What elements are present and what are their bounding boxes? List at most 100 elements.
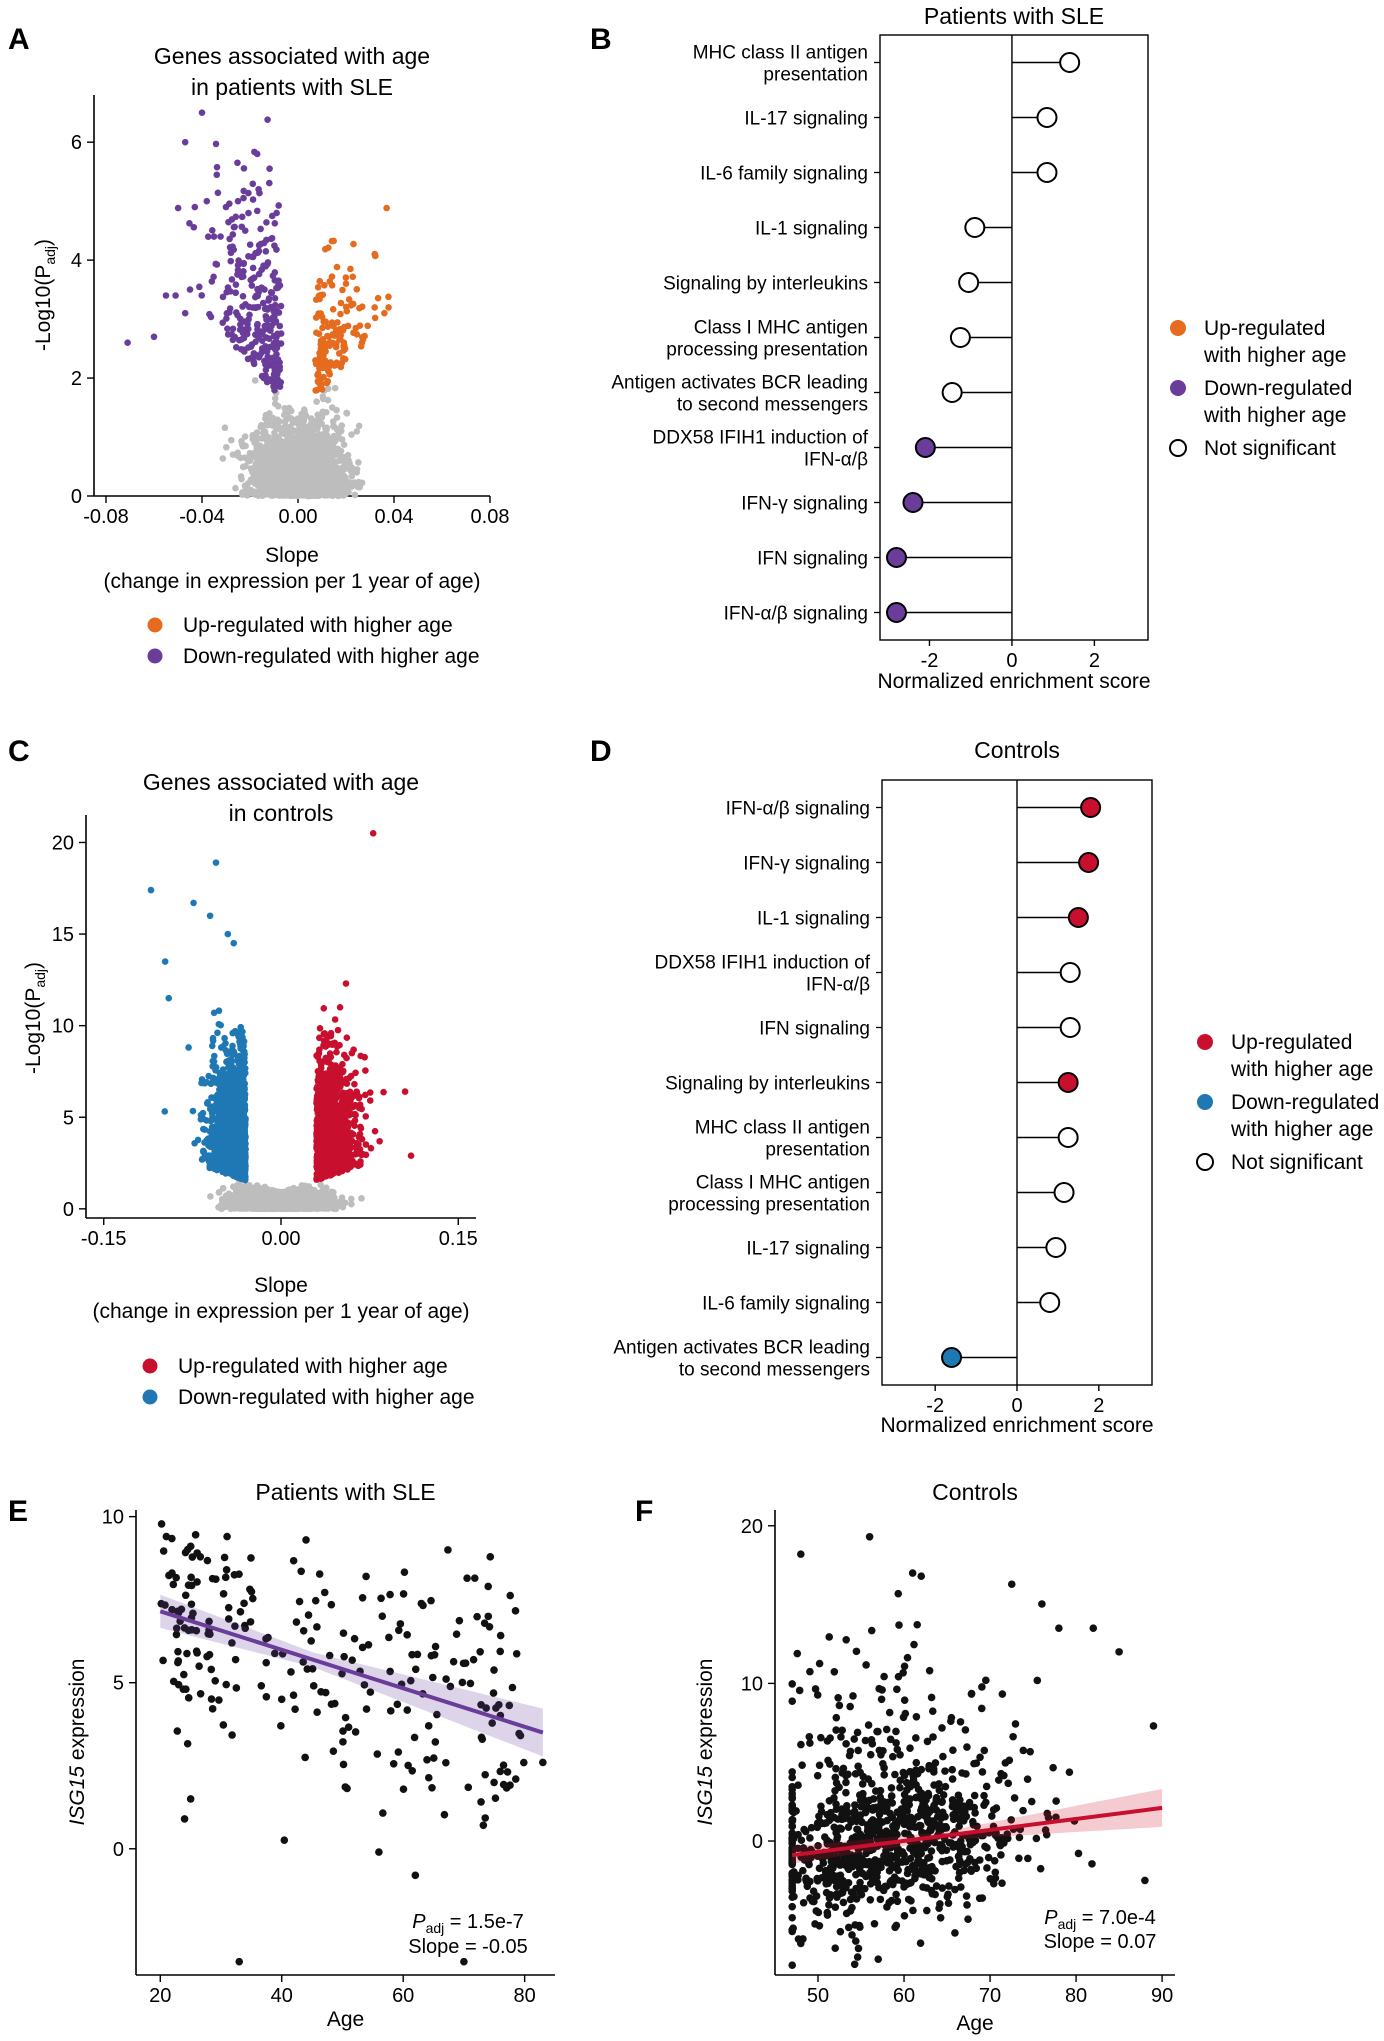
- gene-point: [385, 293, 392, 301]
- gene-point: [323, 487, 331, 495]
- gene-point: [268, 212, 276, 220]
- gene-point: [307, 415, 315, 422]
- gene-point: [150, 333, 158, 341]
- gene-point: [333, 263, 341, 271]
- gene-point: [265, 460, 272, 467]
- gene-point: [358, 339, 366, 347]
- gene-point: [196, 283, 203, 291]
- gene-point: [198, 292, 206, 299]
- gene-point: [331, 384, 339, 392]
- gene-point: [305, 467, 312, 475]
- gene-point: [210, 273, 217, 281]
- gene-point: [262, 248, 270, 255]
- gene-point: [372, 252, 379, 260]
- gene-point: [347, 302, 355, 309]
- gene-point: [162, 292, 170, 299]
- gene-point: [312, 314, 320, 321]
- gene-point: [317, 345, 325, 352]
- gene-point: [302, 424, 310, 431]
- gene-point: [240, 165, 248, 172]
- gene-point: [356, 304, 363, 312]
- gene-point: [323, 470, 331, 477]
- gene-point: [272, 338, 280, 345]
- gene-point: [226, 235, 233, 243]
- gene-point: [247, 276, 255, 284]
- gene-point: [247, 486, 255, 494]
- gene-point: [343, 307, 351, 315]
- gene-point: [252, 293, 259, 301]
- gene-point: [338, 490, 346, 498]
- gene-point: [234, 197, 242, 205]
- gene-point: [351, 491, 359, 499]
- gene-point: [385, 304, 392, 311]
- gene-point: [342, 274, 350, 281]
- gene-point: [309, 432, 316, 440]
- gene-point: [364, 322, 372, 330]
- gene-point: [277, 302, 285, 310]
- panel-label-e: E: [8, 1495, 28, 1528]
- gene-point: [203, 197, 211, 205]
- gene-point: [221, 424, 229, 432]
- gene-point: [274, 460, 282, 467]
- gene-point: [255, 330, 263, 337]
- gene-point: [336, 447, 343, 455]
- gene-point: [262, 433, 270, 441]
- chart-title: in patients with SLE: [191, 74, 393, 100]
- panel-label-d: D: [590, 735, 612, 768]
- gene-point: [263, 219, 270, 226]
- x-tick-label: -0.04: [179, 506, 225, 528]
- x-axis-sublabel: (change in expression per 1 year of age): [103, 570, 480, 593]
- gene-point: [240, 259, 248, 267]
- gene-point: [272, 432, 279, 440]
- gene-point: [264, 259, 272, 266]
- y-tick-label: 2: [71, 368, 82, 390]
- gene-point: [324, 385, 332, 393]
- gene-point: [242, 462, 249, 470]
- y-tick-label: 6: [71, 132, 82, 154]
- gene-point: [272, 318, 280, 325]
- gene-point: [269, 469, 276, 476]
- gene-point: [307, 461, 315, 468]
- gene-point: [355, 422, 363, 430]
- gene-point: [353, 286, 361, 293]
- y-tick-label: 20: [52, 832, 74, 854]
- gene-point: [374, 294, 382, 302]
- gene-point: [347, 265, 354, 273]
- legend-label: Down-regulated with higher age: [183, 645, 480, 668]
- gene-point: [250, 358, 257, 366]
- gene-point: [249, 435, 257, 443]
- gene-point: [282, 492, 290, 499]
- gene-point: [309, 444, 317, 452]
- gene-point: [212, 260, 220, 268]
- gene-point: [337, 310, 344, 318]
- gene-point: [371, 304, 378, 311]
- gene-point: [181, 309, 189, 317]
- gene-point: [383, 204, 390, 212]
- gene-point: [219, 455, 227, 462]
- gene-point: [252, 304, 259, 312]
- gene-point: [355, 478, 363, 486]
- gene-point: [338, 422, 346, 429]
- gene-point: [343, 410, 351, 417]
- gene-point: [248, 253, 256, 261]
- gene-point: [277, 452, 285, 459]
- gene-point: [305, 492, 312, 499]
- gene-point: [298, 410, 305, 418]
- gene-point: [227, 249, 235, 257]
- gene-point: [317, 489, 325, 497]
- gene-point: [322, 408, 330, 416]
- gene-point: [227, 257, 235, 265]
- gene-point: [318, 420, 325, 427]
- gene-point: [348, 464, 355, 471]
- gene-point: [191, 203, 199, 211]
- gene-point: [356, 322, 364, 329]
- gene-point: [255, 477, 262, 485]
- gene-point: [332, 437, 339, 444]
- gene-point: [241, 227, 249, 234]
- x-tick-label: -0.15: [81, 1228, 127, 1250]
- x-tick-label: 0.15: [439, 1228, 478, 1250]
- gene-point: [292, 445, 299, 453]
- y-tick-label: 0: [63, 1199, 74, 1221]
